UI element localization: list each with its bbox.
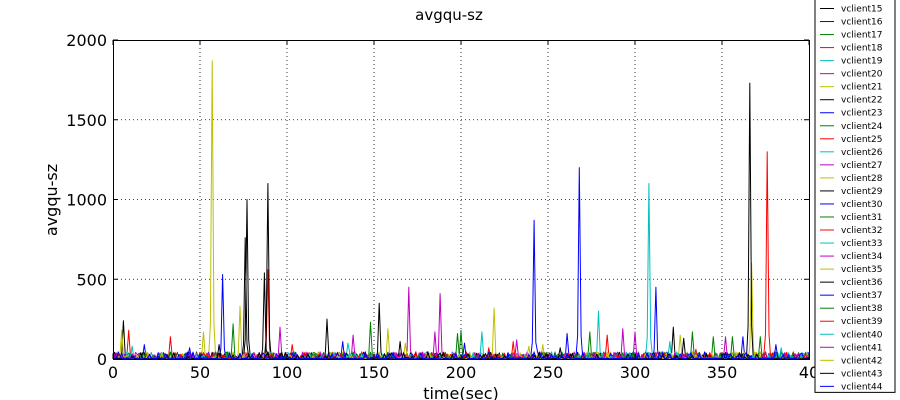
legend-label: vclient22 — [841, 96, 883, 106]
legend-label: vclient33 — [841, 239, 883, 249]
series-line-vclient21 — [112, 60, 809, 360]
legend-label: vclient35 — [841, 265, 883, 275]
legend-label: vclient42 — [841, 356, 883, 366]
legend-label: vclient34 — [841, 252, 883, 262]
x-axis-label: time(sec) — [423, 384, 499, 400]
legend-label: vclient43 — [841, 369, 883, 379]
x-tick-label: 200 — [446, 363, 477, 382]
legend-box — [814, 0, 896, 393]
series-lines — [112, 60, 810, 360]
legend-label: vclient36 — [841, 278, 883, 288]
legend-label: vclient28 — [841, 174, 883, 184]
legend-label: vclient15 — [841, 5, 883, 15]
y-tick-label: 1500 — [66, 111, 107, 130]
legend-label: vclient39 — [841, 317, 883, 327]
legend-label: vclient24 — [841, 122, 883, 132]
legend-label: vclient29 — [841, 187, 883, 197]
legend-label: vclient27 — [841, 161, 883, 171]
legend-label: vclient17 — [841, 31, 883, 41]
y-axis-label: avgqu-sz — [42, 164, 61, 236]
legend: vclient15 vclient16 vclient17 vclient18 vcli… — [814, 0, 896, 393]
legend-label: vclient21 — [841, 83, 883, 93]
grid — [113, 40, 809, 359]
series-line-vclient25 — [112, 151, 810, 360]
x-tick-label: 250 — [533, 363, 564, 382]
y-tick-label: 500 — [76, 270, 107, 289]
x-tick-label: 150 — [359, 363, 390, 382]
legend-label: vclient38 — [841, 304, 883, 314]
legend-label: vclient25 — [841, 135, 883, 145]
y-tick-label: 0 — [97, 350, 107, 369]
legend-label: vclient18 — [841, 44, 883, 54]
chart-title: avgqu-sz — [415, 6, 483, 24]
x-tick-label: 50 — [190, 363, 210, 382]
legend-label: vclient19 — [841, 57, 883, 67]
y-tick-label: 1000 — [66, 191, 107, 210]
x-tick-label: 350 — [707, 363, 738, 382]
legend-label: vclient41 — [841, 343, 883, 353]
plot-frame — [113, 40, 810, 360]
legend-label: vclient16 — [841, 18, 883, 28]
x-tick-label: 100 — [272, 363, 303, 382]
y-tick-label: 2000 — [66, 31, 107, 50]
legend-label: vclient40 — [841, 330, 883, 340]
legend-label: vclient26 — [841, 148, 883, 158]
legend-label: vclient20 — [841, 70, 883, 80]
legend-label: vclient23 — [841, 109, 883, 119]
x-tick-label: 300 — [620, 363, 651, 382]
series-line-vclient18 — [112, 269, 810, 360]
x-tick-label: 0 — [108, 363, 118, 382]
series-line-vclient16 — [112, 219, 810, 360]
legend-label: vclient37 — [841, 291, 883, 301]
legend-label: vclient31 — [841, 213, 883, 223]
legend-label: vclient32 — [841, 226, 883, 236]
legend-label: vclient30 — [841, 200, 883, 210]
x-tick-label: 40 — [799, 363, 819, 382]
legend-label: vclient44 — [841, 382, 883, 392]
